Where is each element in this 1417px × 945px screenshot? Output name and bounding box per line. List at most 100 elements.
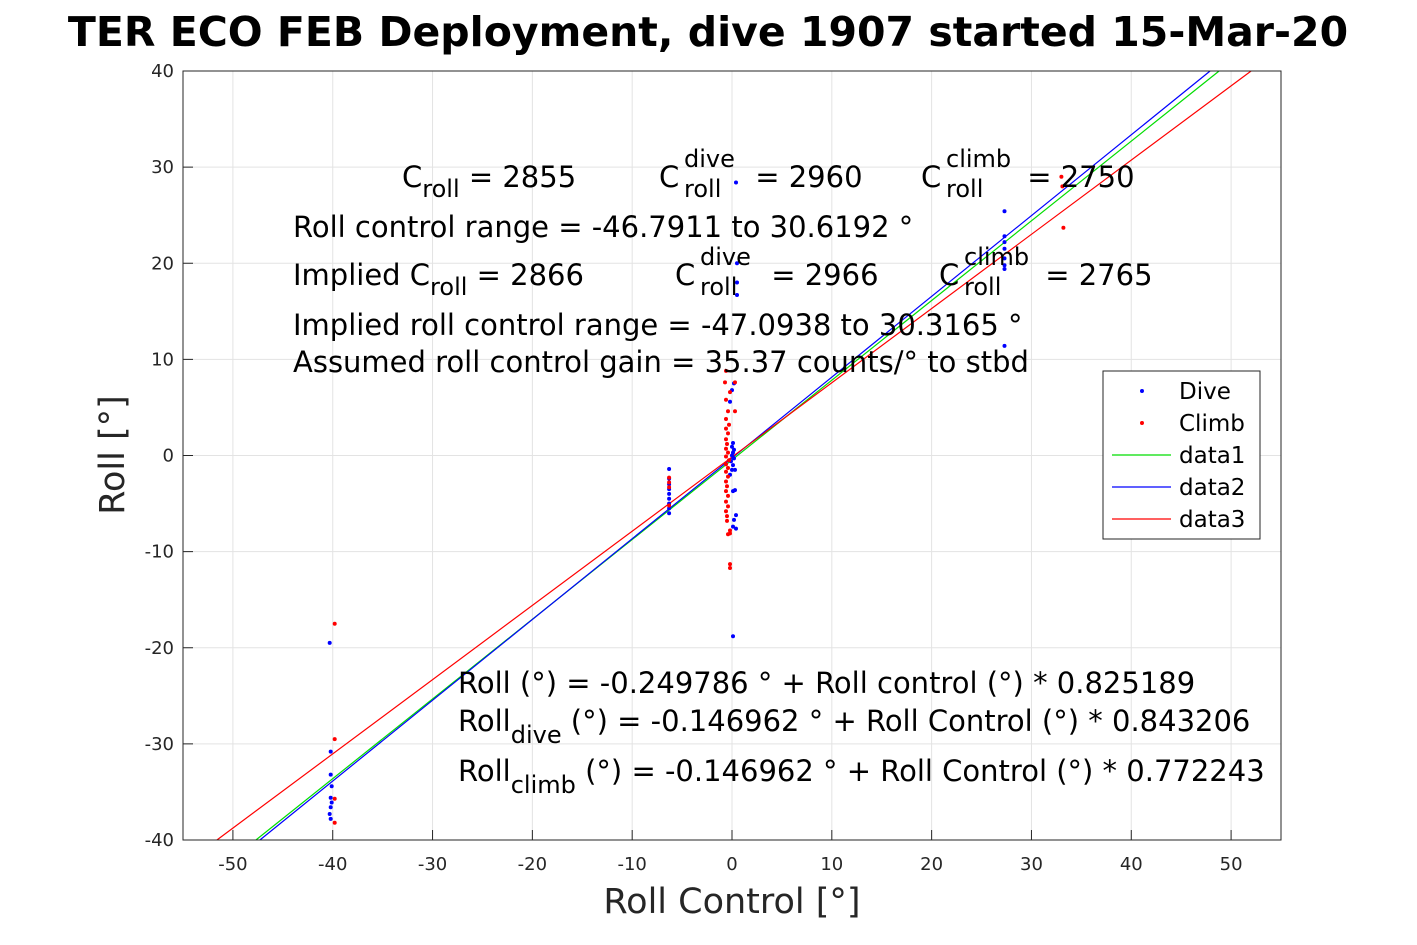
point-climb [1060,184,1065,189]
legend-label-climb: Climb [1179,411,1245,437]
point-dive [730,467,734,472]
point-climb [725,518,729,523]
point-climb [727,458,731,463]
x-tick-label: 50 [1220,854,1243,875]
point-climb [726,474,730,479]
point-dive [731,441,735,445]
x-tick-label: -30 [418,854,447,875]
y-tick-label: 30 [151,157,174,178]
legend-label-dive: Dive [1179,379,1231,405]
point-climb [726,431,730,436]
point-climb [1061,225,1066,230]
x-tick-label: -50 [218,854,247,875]
y-tick-label: -20 [145,638,174,659]
line-data1 [255,70,1220,841]
roll-control-gain-text: Assumed roll control gain = 35.37 counts… [293,345,1029,379]
x-tick-label: 20 [920,854,943,875]
point-dive [731,524,735,529]
point-dive [735,293,739,297]
point-climb [724,437,728,442]
point-climb [724,426,728,431]
point-dive [1002,343,1007,348]
point-climb [724,454,728,459]
point-dive [734,526,738,531]
point-climb [724,469,728,474]
point-climb [724,462,728,467]
c-roll-text: Croll = 2855 [402,160,576,203]
point-dive [731,463,735,468]
axis-ticks: -50 -40 -30 -20 -10 0 10 20 30 40 50 -40 -30 -20 -10 0 1… [145,61,1243,875]
point-dive [328,749,333,754]
point-dive [734,513,738,518]
point-climb [733,380,737,385]
point-dive [1002,256,1007,261]
x-tick-label: -40 [318,854,347,875]
x-tick-label: 40 [1120,854,1143,875]
point-climb [726,450,730,455]
point-climb [726,466,730,470]
point-climb [728,390,732,395]
point-climb [667,480,672,485]
annotations: Croll = 2855 Cdive roll = 2960 Cclimb roll… [293,145,1265,799]
point-climb [728,531,732,536]
point-climb [728,566,732,570]
point-dive [731,634,735,639]
x-tick-label: 0 [726,854,737,875]
scatter-points [327,174,1066,825]
point-dive [735,261,739,266]
point-dive [328,816,333,821]
x-tick-label: 30 [1020,854,1043,875]
point-climb [667,485,672,490]
point-dive [667,467,672,471]
point-dive [667,496,672,501]
point-climb [727,422,731,427]
y-tick-label: -30 [145,734,174,755]
roll-dive-equation-text: Rolldive (°) = -0.146962 ° + Roll Contro… [458,704,1250,749]
point-climb [332,820,337,825]
point-dive [730,444,734,449]
point-dive [667,491,672,496]
implied-c-roll-dive-text: Cdive roll = 2966 [675,243,879,301]
x-axis-label: Roll Control [°] [603,882,860,922]
c-roll-dive-text: Cdive roll = 2960 [659,145,863,203]
legend-label-data2: data2 [1179,475,1245,501]
point-dive [328,805,333,810]
point-climb [724,368,728,373]
point-dive [735,280,739,285]
point-climb [725,484,729,489]
point-dive [329,800,334,805]
y-tick-label: 40 [151,61,174,82]
point-climb [724,499,728,504]
y-tick-label: 20 [151,253,174,274]
point-dive [734,180,738,185]
point-dive [732,456,736,461]
point-climb [728,528,732,533]
legend-label-data1: data1 [1179,443,1245,469]
point-dive [327,640,332,645]
point-dive [730,453,734,458]
point-dive [728,399,732,404]
point-dive [733,488,737,493]
point-climb [726,493,730,498]
point-dive [1002,209,1007,214]
implied-roll-control-range-text: Implied roll control range = -47.0938 to… [293,308,1023,342]
x-tick-label: -10 [617,854,646,875]
y-tick-label: 10 [151,349,174,370]
point-climb [728,562,732,567]
point-dive [1002,234,1007,239]
x-tick-label: 10 [820,854,843,875]
implied-c-roll-climb-text: Cclimb roll = 2765 [939,243,1153,301]
point-dive [327,812,332,816]
point-climb [724,509,728,514]
point-dive [667,511,672,516]
point-climb [332,737,337,742]
point-climb [724,446,728,451]
y-tick-label: -10 [145,542,174,563]
legend-marker-climb [1140,421,1144,425]
point-dive [329,784,334,789]
point-climb [725,442,729,446]
c-roll-climb-text: Cclimb roll = 2750 [921,145,1135,203]
chart-title: TER ECO FEB Deployment, dive 1907 starte… [68,8,1348,56]
point-climb [1059,174,1064,179]
point-climb [724,479,728,484]
